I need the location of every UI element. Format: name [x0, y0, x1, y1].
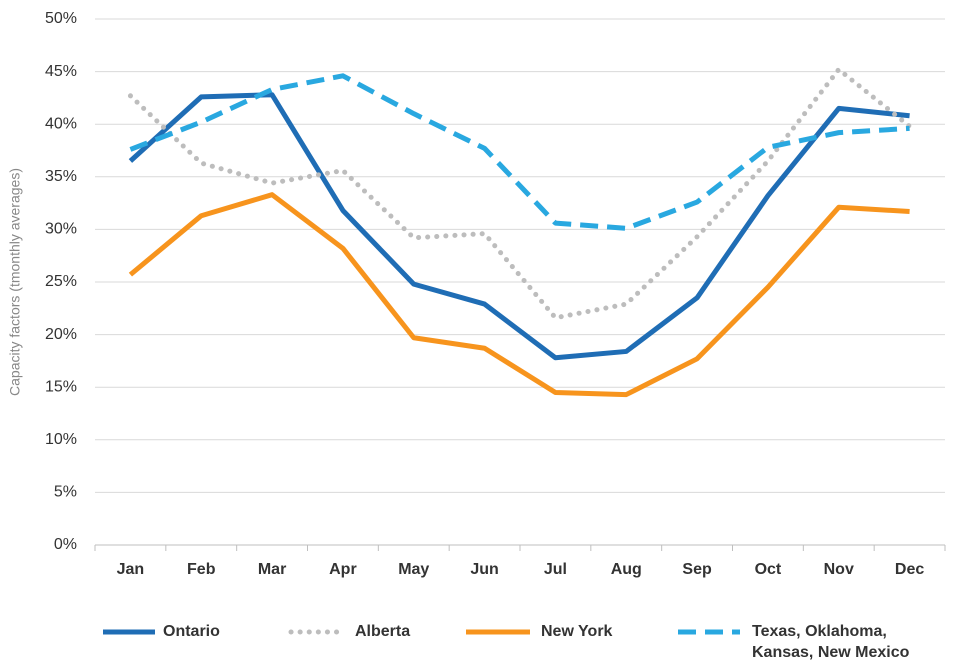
x-tick-label: Nov — [824, 561, 854, 578]
y-axis-label: Capacity factors (tmonthly averages) — [7, 168, 23, 396]
legend-label: Alberta — [355, 623, 411, 640]
x-tick-label: Dec — [895, 561, 924, 578]
legend-label: New York — [541, 623, 613, 640]
y-tick-label: 15% — [45, 378, 77, 395]
y-tick-label: 45% — [45, 63, 77, 80]
series-line — [128, 92, 910, 361]
y-tick-label: 0% — [54, 536, 77, 553]
y-tick-label: 35% — [45, 168, 77, 185]
series-line — [129, 73, 910, 231]
x-tick-label: Jan — [117, 561, 145, 578]
series-line — [128, 192, 910, 398]
x-tick-label: Mar — [258, 561, 286, 578]
x-tick-label: May — [398, 561, 429, 578]
y-tick-label: 25% — [45, 273, 77, 290]
x-tick-label: Oct — [755, 561, 782, 578]
y-tick-label: 40% — [45, 115, 77, 132]
x-tick-label: Jun — [470, 561, 498, 578]
y-tick-label: 10% — [45, 431, 77, 448]
legend-label: Ontario — [163, 623, 220, 640]
series-line — [127, 66, 913, 321]
x-tick-label: Aug — [611, 561, 642, 578]
x-tick-label: Feb — [187, 561, 216, 578]
y-tick-label: 50% — [45, 10, 77, 27]
x-tick-label: Jul — [544, 561, 567, 578]
y-tick-label: 20% — [45, 326, 77, 343]
y-tick-label: 5% — [54, 484, 77, 501]
y-tick-label: 30% — [45, 221, 77, 238]
x-tick-label: Apr — [329, 561, 357, 578]
x-tick-label: Sep — [682, 561, 712, 578]
legend-label: Texas, Oklahoma, Kansas, New Mexico — [752, 623, 910, 661]
